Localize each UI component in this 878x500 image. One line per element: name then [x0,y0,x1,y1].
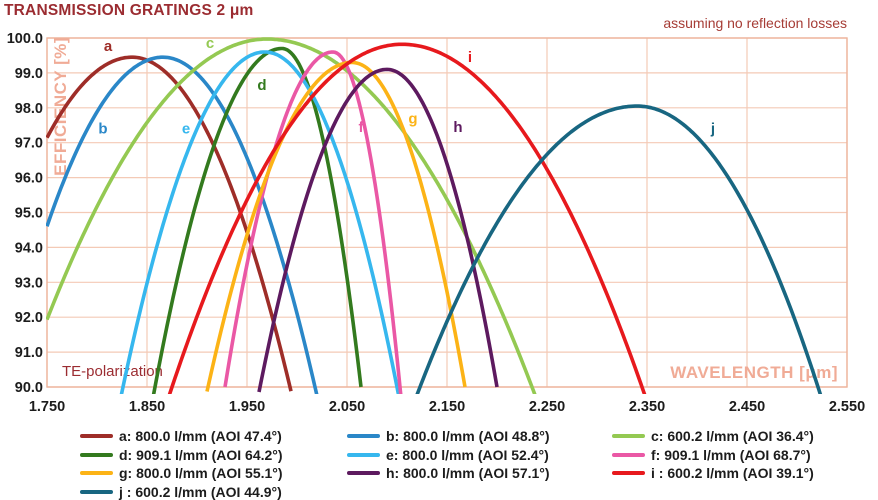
legend-label-e: e: 800.0 l/mm (AOI 52.4°) [386,446,549,463]
legend-item-e: e: 800.0 l/mm (AOI 52.4°) [347,446,612,465]
curve-label-c: c [206,35,214,52]
curve-d [151,46,363,394]
legend-line-j [80,489,113,494]
legend-label-h: h: 800.0 l/mm (AOI 57.1°) [386,465,550,482]
legend-line-b [347,434,380,439]
curve-label-d: d [257,77,266,94]
legend-label-j: j : 600.2 l/mm (AOI 44.9°) [119,483,282,500]
curve-label-b: b [98,121,107,138]
curve-j [415,104,823,394]
curve-h [257,67,499,393]
x-tick-label: 2.450 [729,399,765,415]
legend-line-d [80,452,113,457]
curve-label-g: g [408,110,417,127]
y-axis-label: EFFICIENCY [%] [51,37,70,176]
x-tick-label: 2.550 [829,399,865,415]
curve-label-j: j [710,121,715,138]
x-tick-label: 2.050 [329,399,365,415]
y-tick-label: 92.0 [15,310,43,326]
assumption-note: assuming no reflection losses [663,15,847,31]
y-tick-label: 94.0 [15,240,43,256]
curve-i [167,42,647,394]
legend-item-d: d: 909.1 l/mm (AOI 64.2°) [80,446,347,465]
y-tick-label: 93.0 [15,275,43,291]
legend-item-f: f: 909.1 l/mm (AOI 68.7°) [612,446,814,465]
y-tick-label: 91.0 [15,345,43,361]
plot-border [46,37,848,388]
y-tick-label: 99.0 [15,66,43,82]
legend-line-g [80,471,113,476]
x-tick-label: 1.950 [229,399,265,415]
efficiency-vs-wavelength-plot: 100.0 99.0 98.0 97.0 96.0 95.0 94.0 93.0 92.0 91.… [7,31,865,415]
legend-label-a: a: 800.0 l/mm (AOI 47.4°) [119,428,282,445]
curve-label-f: f [359,119,365,136]
legend-item-c: c: 600.2 l/mm (AOI 36.4°) [612,427,814,446]
legend: a: 800.0 l/mm (AOI 47.4°) b: 800.0 l/mm (… [80,427,814,500]
legend-label-f: f: 909.1 l/mm (AOI 68.7°) [651,446,811,463]
curve-f [223,50,403,394]
legend-label-c: c: 600.2 l/mm (AOI 36.4°) [651,428,814,445]
y-tick-label: 90.0 [15,380,43,396]
y-tick-label: 98.0 [15,101,43,117]
x-axis-label: WAVELENGTH [μm] [670,363,838,382]
legend-label-b: b: 800.0 l/mm (AOI 48.8°) [386,428,550,445]
y-tick-label: 97.0 [15,136,43,152]
x-tick-label: 1.750 [29,399,65,415]
legend-label-g: g: 800.0 l/mm (AOI 55.1°) [119,465,283,482]
curve-label-i: i [468,49,472,66]
legend-label-d: d: 909.1 l/mm (AOI 64.2°) [119,446,283,463]
y-tick-label: 100.0 [7,31,43,47]
legend-item-j: j : 600.2 l/mm (AOI 44.9°) [80,483,347,500]
x-tick-label: 2.150 [429,399,465,415]
curve-label-e: e [182,121,190,138]
y-tick-label: 95.0 [15,206,43,222]
curves-group [46,37,823,394]
legend-label-i: i : 600.2 l/mm (AOI 39.1°) [651,465,814,482]
y-tick-label: 96.0 [15,171,43,187]
polarization-note: TE-polarization [62,363,163,380]
curve-label-a: a [104,38,113,55]
curve-label-h: h [453,119,462,136]
legend-line-a [80,434,113,439]
legend-line-h [347,471,380,476]
legend-line-f [612,452,645,457]
legend-item-h: h: 800.0 l/mm (AOI 57.1°) [347,464,612,483]
x-tick-label: 2.250 [529,399,565,415]
curve-b [46,55,319,394]
legend-item-i: i : 600.2 l/mm (AOI 39.1°) [612,464,814,483]
legend-line-e [347,452,380,457]
page-title: TRANSMISSION GRATINGS 2 μm [4,2,254,19]
x-tick-label: 1.850 [129,399,165,415]
legend-item-b: b: 800.0 l/mm (AOI 48.8°) [347,427,612,446]
legend-line-c [612,434,645,439]
legend-line-i [612,471,645,476]
curve-g [205,60,467,392]
legend-item-g: g: 800.0 l/mm (AOI 55.1°) [80,464,347,483]
curve-e [119,50,401,394]
x-tick-label: 2.350 [629,399,665,415]
legend-item-a: a: 800.0 l/mm (AOI 47.4°) [80,427,347,446]
curve-c [46,37,537,394]
